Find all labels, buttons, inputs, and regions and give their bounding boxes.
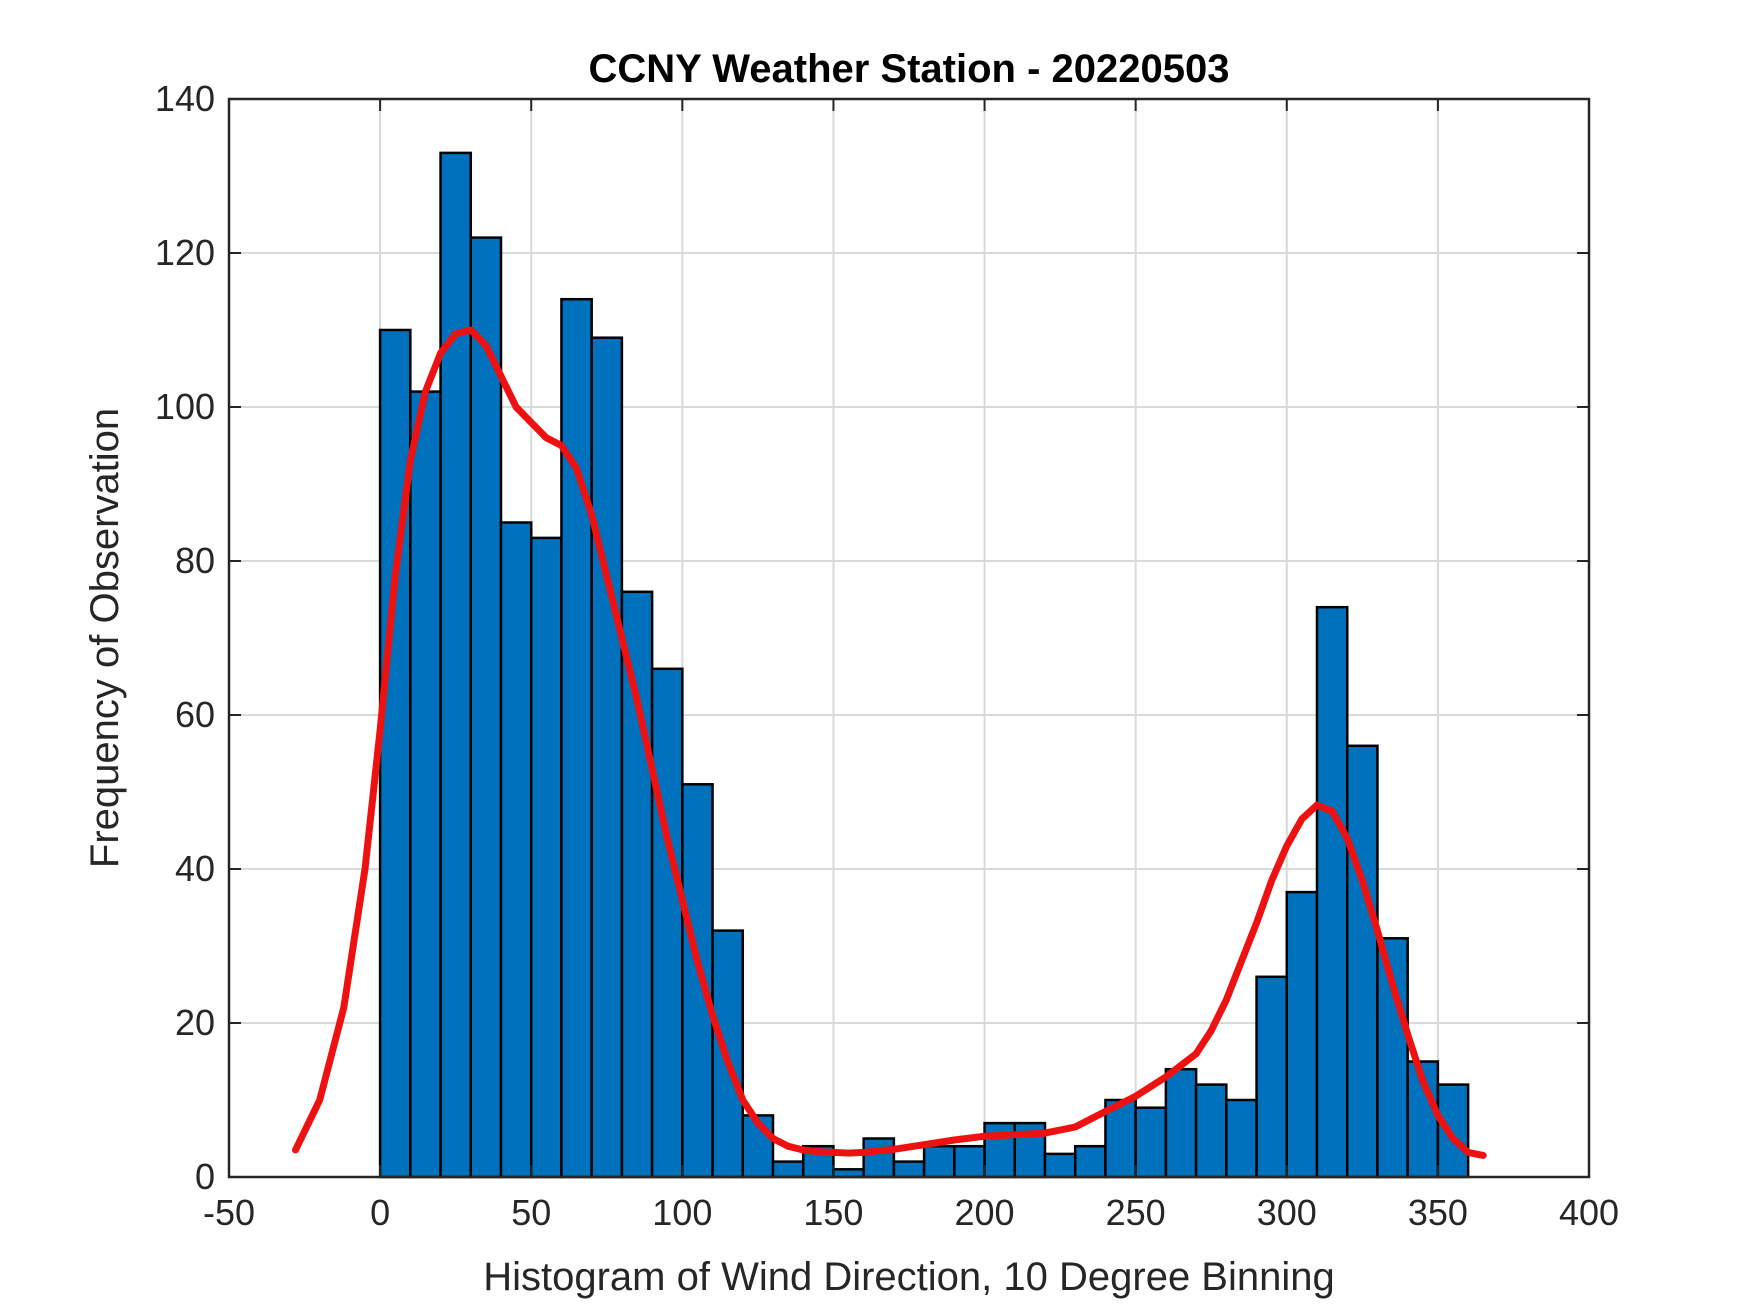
plot-frame — [227, 97, 1591, 1179]
chart-title: CCNY Weather Station - 20220503 — [589, 47, 1230, 91]
histogram-bar — [499, 521, 533, 1179]
histogram-bar — [1134, 1106, 1168, 1179]
histogram-bar — [953, 1144, 986, 1179]
histogram-bar — [1345, 744, 1379, 1179]
histogram-bar — [1315, 605, 1349, 1179]
histogram-bar — [1043, 1152, 1077, 1179]
axis-ticks: -50 0 50 100 150 200 250 300 350 4000204060801001… — [155, 78, 1619, 1233]
y-tick-label: 0 — [195, 1156, 215, 1197]
histogram-bar — [620, 590, 654, 1179]
fit-curve-line — [292, 326, 1487, 1159]
histogram-bar — [892, 1160, 926, 1179]
y-axis-label: Frequency of Observation — [83, 408, 127, 868]
histogram-bar — [590, 336, 624, 1179]
histogram-bar — [1255, 975, 1289, 1179]
histogram-bar — [862, 1137, 896, 1179]
histogram-bar — [771, 1160, 805, 1179]
histogram-bar — [409, 390, 442, 1179]
histogram-bar — [1073, 1144, 1107, 1179]
fit-curve-layer — [292, 326, 1487, 1159]
x-tick-label: 100 — [652, 1192, 712, 1233]
y-tick-label: 120 — [155, 232, 215, 273]
histogram-bar — [439, 151, 473, 1179]
histogram-bar — [529, 536, 563, 1179]
y-tick-label: 100 — [155, 386, 215, 427]
x-tick-label: 150 — [803, 1192, 863, 1233]
x-tick-label: 300 — [1257, 1192, 1317, 1233]
y-tick-label: 80 — [175, 540, 215, 581]
histogram-bar — [1436, 1083, 1470, 1179]
histogram-bar — [983, 1121, 1017, 1179]
histogram-bar — [1225, 1098, 1258, 1179]
histogram-bar — [681, 783, 714, 1179]
histogram-bar — [1285, 890, 1319, 1179]
y-tick-label: 140 — [155, 78, 215, 119]
x-axis-label: Histogram of Wind Direction, 10 Degree B… — [483, 1255, 1335, 1299]
histogram-bars — [378, 151, 1470, 1179]
histogram-bar — [1194, 1083, 1228, 1179]
y-tick-label: 60 — [175, 694, 215, 735]
histogram-bar — [1164, 1067, 1198, 1179]
histogram-bar — [378, 328, 412, 1179]
x-tick-label: 250 — [1106, 1192, 1166, 1233]
histogram-bar — [650, 667, 684, 1179]
x-tick-label: 50 — [511, 1192, 551, 1233]
x-tick-label: 350 — [1408, 1192, 1468, 1233]
histogram-bar — [560, 297, 593, 1179]
histogram-bar — [469, 236, 503, 1179]
x-tick-label: -50 — [203, 1192, 255, 1233]
histogram-bar — [922, 1144, 956, 1179]
y-tick-label: 40 — [175, 848, 215, 889]
x-tick-label: 200 — [955, 1192, 1015, 1233]
x-tick-label: 0 — [370, 1192, 390, 1233]
x-tick-label: 400 — [1559, 1192, 1619, 1233]
y-tick-label: 20 — [175, 1002, 215, 1043]
